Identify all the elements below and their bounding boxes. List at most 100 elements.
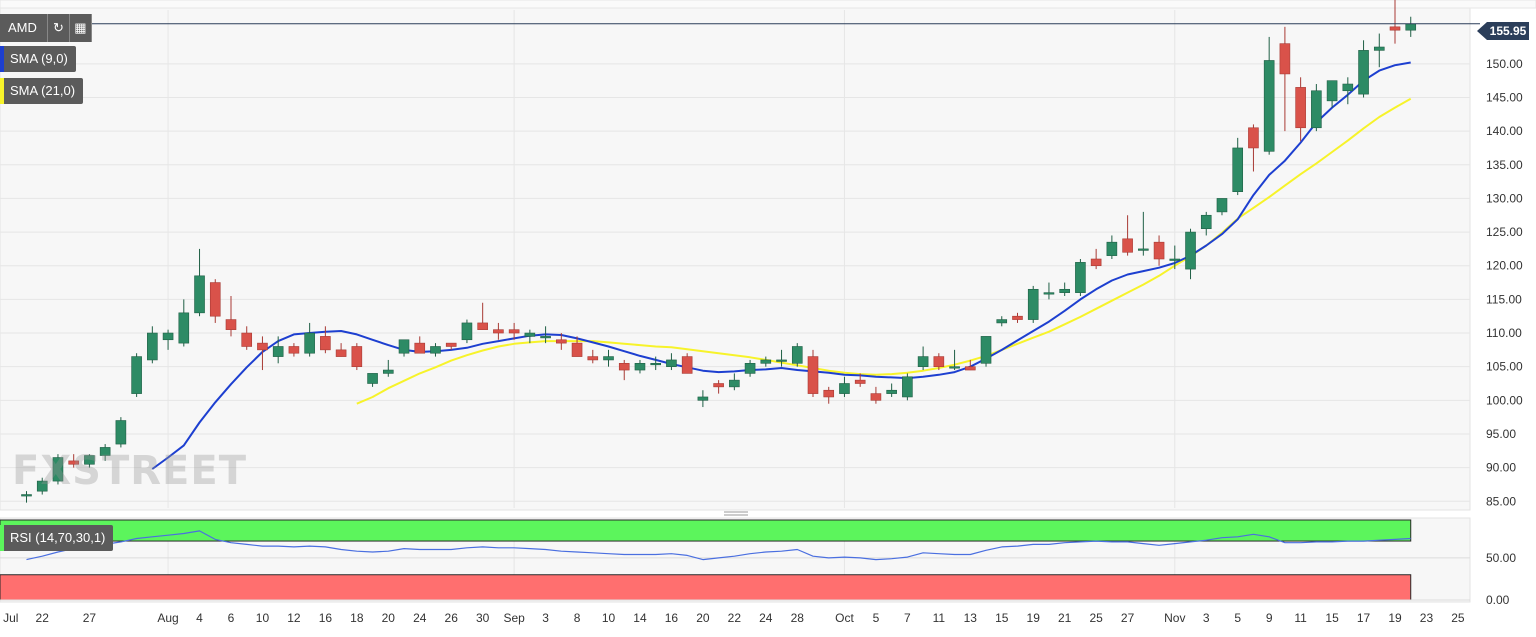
x-tick-label: 27	[1121, 611, 1135, 625]
rsi-color-marker	[0, 525, 4, 551]
candle-body	[335, 349, 347, 357]
x-tick-label: 22	[728, 611, 742, 625]
candle-body	[634, 363, 646, 371]
legend-rsi-label: RSI (14,70,30,1)	[10, 530, 106, 545]
candle-body	[776, 359, 787, 362]
candle-body	[1279, 43, 1291, 75]
price-tick-label: 115.00	[1486, 292, 1522, 306]
rsi-line	[26, 530, 1411, 561]
candle-body	[445, 342, 457, 347]
legend-sma9-label: SMA (9,0)	[10, 51, 68, 66]
candle-body	[571, 342, 583, 357]
x-tick-label: 13	[964, 611, 978, 625]
price-tick-label: 125.00	[1486, 225, 1523, 239]
candle-body	[1138, 248, 1149, 251]
x-tick-label: 5	[1234, 611, 1241, 625]
x-tick-label: 19	[1388, 611, 1402, 625]
candle-body	[1295, 87, 1306, 129]
candle-body	[304, 332, 315, 354]
refresh-icon[interactable]: ↻	[47, 14, 70, 42]
ticker-symbol[interactable]: AMD	[0, 14, 48, 42]
candle-body	[147, 332, 158, 361]
legend-rsi[interactable]: RSI (14,70,30,1)	[0, 525, 114, 551]
x-tick-label: 12	[287, 611, 301, 625]
candle-body	[367, 373, 378, 384]
candle-body	[902, 376, 913, 398]
candle-body	[1059, 288, 1070, 293]
candle-body	[524, 332, 536, 337]
x-tick-label: Sep	[503, 611, 525, 625]
candle-body	[382, 369, 394, 374]
x-tick-label: Jul	[3, 611, 18, 625]
candle-body	[1169, 258, 1181, 261]
candle-body	[886, 389, 897, 394]
candle-body	[241, 332, 253, 347]
candle-body	[713, 383, 724, 388]
x-tick-label: 24	[413, 611, 427, 625]
x-tick-label: 6	[228, 611, 235, 625]
candle-body	[540, 336, 551, 339]
candle-body	[587, 356, 599, 361]
candle-body	[257, 342, 268, 351]
x-tick-label: 15	[995, 611, 1009, 625]
sma9-color-marker	[0, 46, 4, 72]
candle-body	[1106, 241, 1118, 256]
candles-group	[21, 0, 1417, 503]
candle-body	[681, 356, 693, 374]
x-tick-label: 25	[1451, 611, 1465, 625]
candle-body	[1185, 231, 1196, 270]
x-tick-label: 11	[1294, 611, 1307, 625]
x-tick-label: 7	[904, 611, 911, 625]
x-tick-label: 27	[83, 611, 97, 625]
candle-body	[1373, 46, 1385, 51]
legend-sma9[interactable]: SMA (9,0)	[0, 46, 76, 72]
candle-body	[1232, 147, 1244, 193]
candle-body	[461, 322, 473, 341]
x-tick-label: 16	[319, 611, 333, 625]
price-tick-label: 110.00	[1486, 326, 1522, 340]
candle-body	[1326, 80, 1338, 102]
x-tick-label: 20	[696, 611, 710, 625]
candle-body	[729, 379, 740, 388]
x-tick-label: 26	[445, 611, 459, 625]
candle-body	[209, 282, 221, 317]
x-tick-label: 28	[791, 611, 805, 625]
x-tick-label: 22	[36, 611, 50, 625]
candle-body	[493, 329, 504, 334]
rsi-overbought-zone	[0, 519, 1412, 542]
x-tick-label: 24	[759, 611, 773, 625]
x-tick-label: 17	[1357, 611, 1371, 625]
candle-body	[1389, 26, 1401, 31]
candle-body	[1311, 90, 1322, 129]
price-tick-label: 135.00	[1486, 158, 1523, 172]
candle-body	[430, 346, 441, 354]
x-tick-label: 19	[1027, 611, 1041, 625]
candle-body	[1043, 292, 1055, 295]
candle-body	[1263, 60, 1275, 152]
legend-sma21-label: SMA (21,0)	[10, 83, 76, 98]
price-tick-label: 120.00	[1486, 259, 1523, 273]
price-badge-arrow	[1477, 22, 1487, 40]
candle-body	[964, 366, 976, 371]
x-tick-label: 15	[1325, 611, 1339, 625]
candle-body	[1075, 262, 1086, 293]
last-price-badge: 155.95	[1487, 22, 1529, 40]
candle-body	[744, 363, 756, 374]
price-tick-label: 100.00	[1486, 393, 1523, 407]
calendar-icon[interactable]: ▦	[69, 14, 92, 42]
candle-body	[1012, 315, 1023, 320]
candle-body	[666, 359, 677, 367]
price-tick-label: 105.00	[1486, 360, 1523, 374]
legend-sma21[interactable]: SMA (21,0)	[0, 78, 84, 104]
candle-body	[21, 494, 32, 497]
candle-body	[1342, 83, 1354, 92]
top-strip	[0, 0, 1536, 9]
x-tick-label: Oct	[835, 611, 854, 625]
sma9-line	[151, 61, 1411, 470]
candle-body	[1153, 241, 1165, 260]
candle-body	[1216, 198, 1228, 213]
candle-body	[68, 460, 79, 465]
price-tick-label: 145.00	[1486, 90, 1523, 104]
price-tick-label: 130.00	[1486, 191, 1523, 205]
